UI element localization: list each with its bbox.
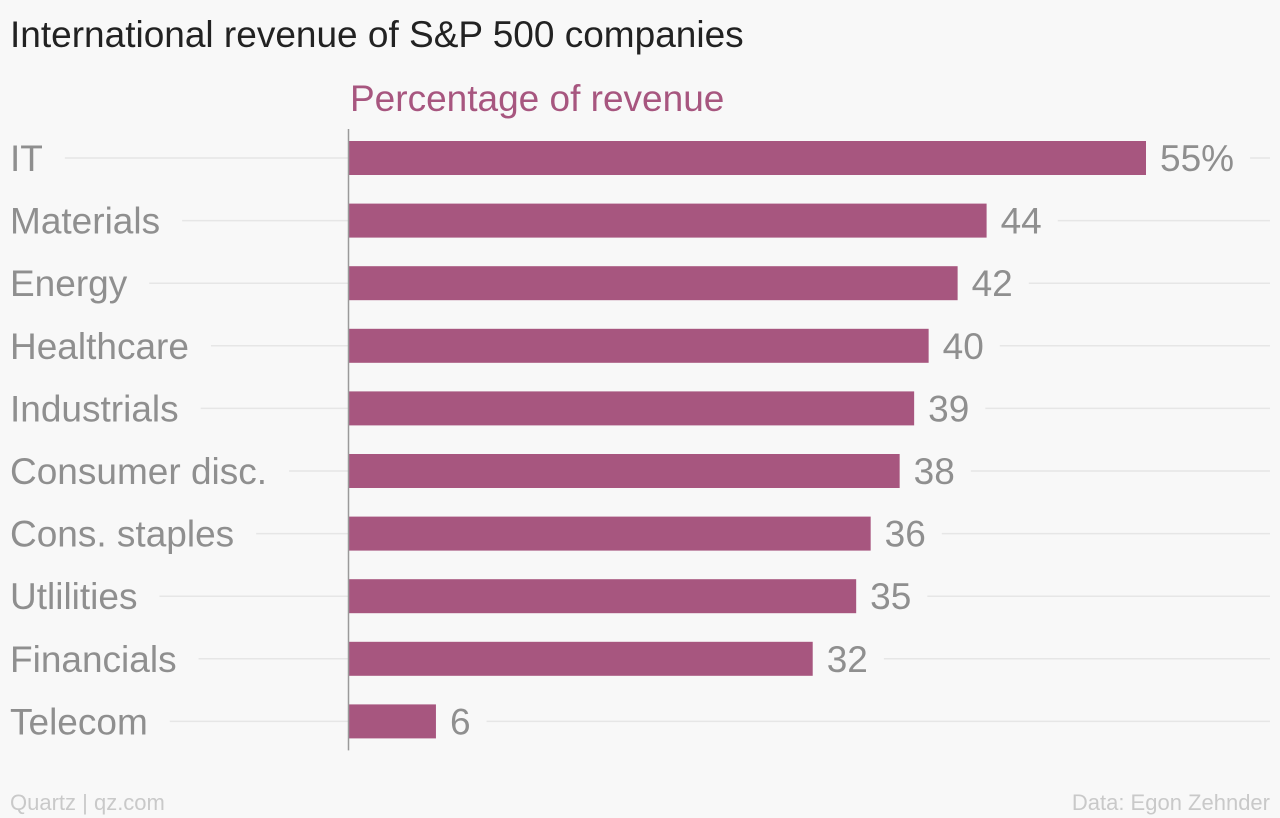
source-credit: Quartz | qz.com <box>10 790 165 815</box>
chart-title: International revenue of S&P 500 compani… <box>10 14 744 55</box>
value-label: 40 <box>943 326 984 367</box>
category-label: Energy <box>10 263 128 304</box>
category-label: Telecom <box>10 701 148 742</box>
bar <box>349 141 1146 175</box>
value-label: 36 <box>885 514 926 555</box>
value-label: 6 <box>450 701 471 742</box>
bar <box>349 516 871 551</box>
category-label: Industrials <box>10 388 179 429</box>
bar <box>349 328 929 363</box>
value-label: 32 <box>827 639 868 680</box>
bar <box>349 579 857 614</box>
value-label: 38 <box>914 451 955 492</box>
data-source: Data: Egon Zehnder <box>1071 790 1270 815</box>
value-label: 42 <box>972 263 1013 304</box>
category-label: Consumer disc. <box>10 451 267 492</box>
category-label: Cons. staples <box>10 514 234 555</box>
category-label: IT <box>10 138 43 179</box>
bar <box>349 641 813 676</box>
category-label: Healthcare <box>10 326 189 367</box>
category-label: Materials <box>10 201 160 242</box>
bar <box>349 704 436 739</box>
bar <box>349 454 900 488</box>
bar <box>349 391 915 426</box>
value-label: 35 <box>870 576 911 617</box>
chart-subtitle: Percentage of revenue <box>350 78 725 119</box>
value-label: 44 <box>1001 201 1042 242</box>
category-label: Financials <box>10 639 177 680</box>
bar <box>349 266 958 301</box>
value-label: 55% <box>1160 138 1234 179</box>
bar <box>349 203 987 238</box>
value-label: 39 <box>928 388 969 429</box>
category-label: Utlilities <box>10 576 137 617</box>
